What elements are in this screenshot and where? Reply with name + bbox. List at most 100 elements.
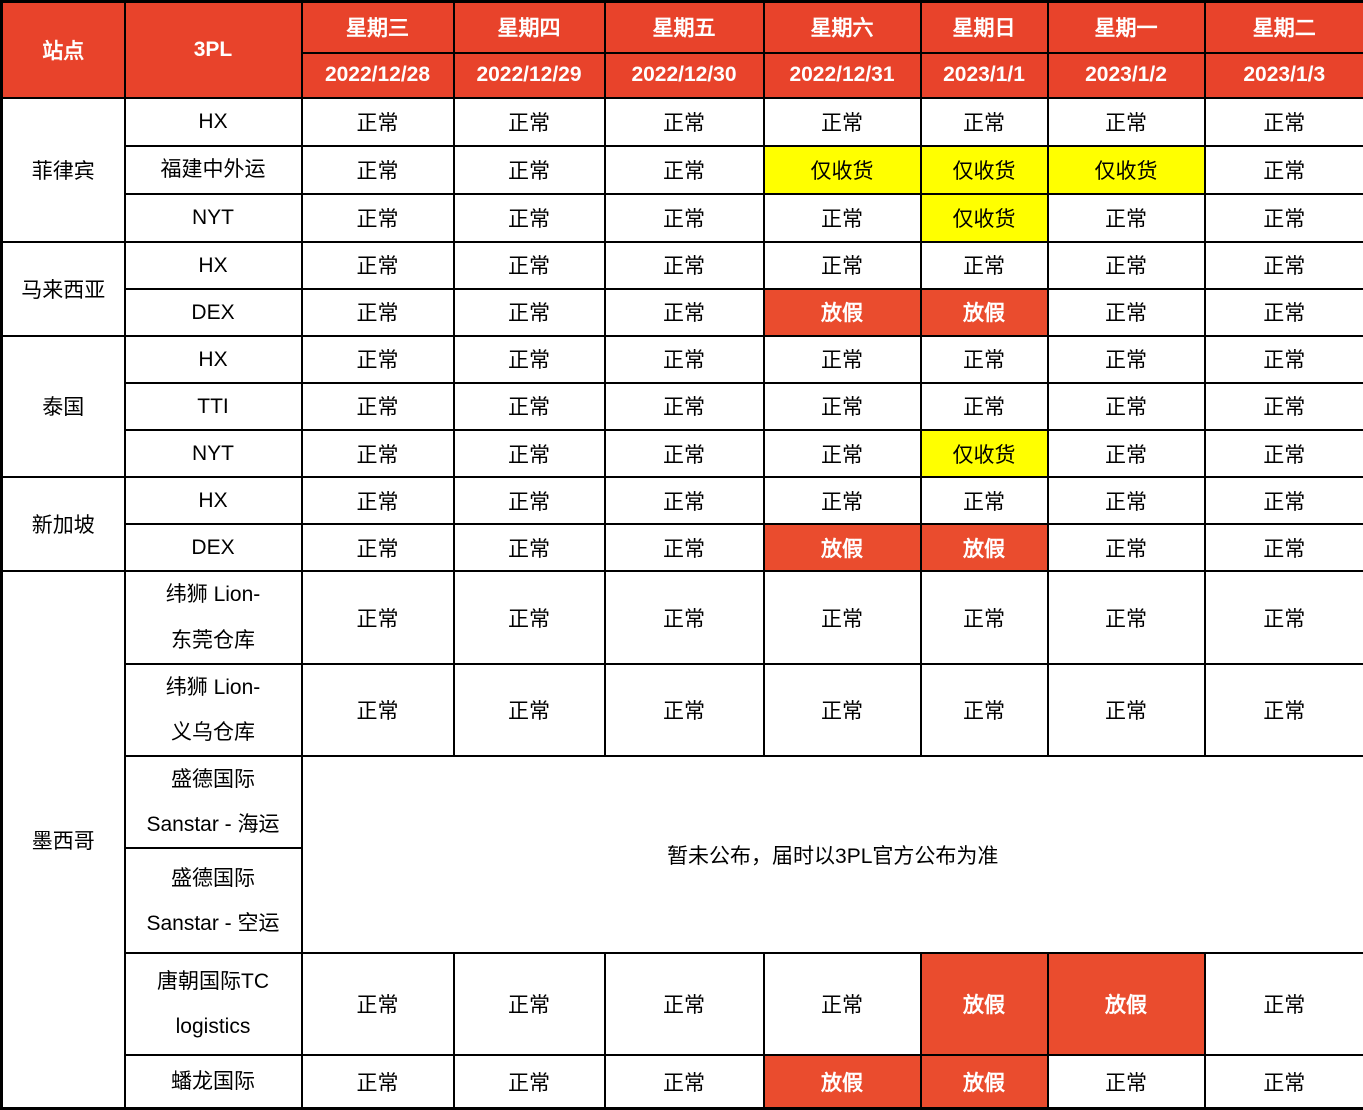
status-cell: 正常 — [605, 953, 764, 1055]
status-cell: 正常 — [1205, 242, 1363, 289]
status-cell: 正常 — [605, 383, 764, 430]
status-cell: 正常 — [454, 477, 605, 524]
tpl-cell: DEX — [125, 289, 302, 336]
header-date: 2023/1/3 — [1205, 53, 1363, 98]
status-cell: 正常 — [454, 146, 605, 194]
status-cell: 正常 — [921, 571, 1048, 663]
status-cell: 仅收货 — [1048, 146, 1205, 194]
status-cell: 正常 — [454, 953, 605, 1055]
status-cell: 正常 — [605, 194, 764, 242]
status-cell: 正常 — [1048, 477, 1205, 524]
status-cell: 正常 — [302, 242, 454, 289]
status-cell: 正常 — [1205, 336, 1363, 383]
status-cell: 正常 — [1205, 430, 1363, 477]
header-weekday: 星期六 — [764, 2, 921, 53]
status-cell: 正常 — [454, 194, 605, 242]
status-cell: 正常 — [302, 98, 454, 146]
table-row: 福建中外运正常正常正常仅收货仅收货仅收货正常 — [2, 146, 1363, 194]
site-cell: 泰国 — [2, 336, 125, 477]
header-weekday: 星期三 — [302, 2, 454, 53]
status-cell: 放假 — [921, 1055, 1048, 1108]
status-cell: 正常 — [1048, 289, 1205, 336]
status-cell: 正常 — [1048, 1055, 1205, 1108]
header-3pl: 3PL — [125, 2, 302, 98]
status-cell: 仅收货 — [921, 194, 1048, 242]
status-cell: 正常 — [1205, 571, 1363, 663]
status-cell: 正常 — [454, 571, 605, 663]
site-cell: 菲律宾 — [2, 98, 125, 242]
status-cell: 正常 — [1048, 524, 1205, 571]
status-cell: 正常 — [764, 383, 921, 430]
header-weekday: 星期一 — [1048, 2, 1205, 53]
tpl-cell: 纬狮 Lion- 东莞仓库 — [125, 571, 302, 663]
status-cell: 正常 — [1205, 953, 1363, 1055]
table-row: 盛德国际 Sanstar - 海运暂未公布，届时以3PL官方公布为准 — [2, 756, 1363, 848]
status-cell: 正常 — [302, 571, 454, 663]
status-cell: 仅收货 — [764, 146, 921, 194]
status-cell: 正常 — [1205, 146, 1363, 194]
status-cell: 正常 — [1205, 477, 1363, 524]
tpl-cell: 唐朝国际TC logistics — [125, 953, 302, 1055]
status-cell: 正常 — [454, 98, 605, 146]
status-cell: 仅收货 — [921, 430, 1048, 477]
status-cell: 正常 — [302, 146, 454, 194]
status-cell: 放假 — [764, 1055, 921, 1108]
status-cell: 正常 — [1205, 664, 1363, 756]
status-cell: 正常 — [764, 336, 921, 383]
tpl-cell: TTI — [125, 383, 302, 430]
status-cell: 正常 — [1048, 383, 1205, 430]
tpl-cell: 纬狮 Lion- 义乌仓库 — [125, 664, 302, 756]
status-cell: 放假 — [921, 953, 1048, 1055]
header-date: 2022/12/28 — [302, 53, 454, 98]
status-cell: 正常 — [605, 524, 764, 571]
status-cell: 正常 — [1205, 524, 1363, 571]
status-cell: 正常 — [921, 336, 1048, 383]
status-cell: 正常 — [302, 336, 454, 383]
status-cell: 正常 — [605, 146, 764, 194]
status-cell: 正常 — [302, 524, 454, 571]
status-cell: 正常 — [921, 477, 1048, 524]
status-cell: 正常 — [302, 430, 454, 477]
status-cell: 正常 — [454, 289, 605, 336]
tpl-cell: 盛德国际 Sanstar - 海运 — [125, 756, 302, 848]
status-cell: 正常 — [454, 1055, 605, 1108]
status-cell: 正常 — [454, 242, 605, 289]
status-cell: 正常 — [1048, 571, 1205, 663]
status-cell: 正常 — [605, 289, 764, 336]
tpl-cell: HX — [125, 336, 302, 383]
status-cell: 正常 — [454, 524, 605, 571]
status-cell: 正常 — [605, 242, 764, 289]
table-row: 墨西哥纬狮 Lion- 东莞仓库正常正常正常正常正常正常正常 — [2, 571, 1363, 663]
header-date: 2023/1/2 — [1048, 53, 1205, 98]
status-cell: 正常 — [454, 430, 605, 477]
status-cell: 正常 — [764, 571, 921, 663]
status-cell: 正常 — [1048, 194, 1205, 242]
status-cell: 放假 — [764, 289, 921, 336]
status-cell: 正常 — [1205, 194, 1363, 242]
notice-cell: 暂未公布，届时以3PL官方公布为准 — [302, 756, 1363, 953]
status-cell: 正常 — [302, 289, 454, 336]
site-cell: 墨西哥 — [2, 571, 125, 1108]
tpl-cell: HX — [125, 98, 302, 146]
tpl-cell: HX — [125, 477, 302, 524]
status-cell: 放假 — [921, 289, 1048, 336]
status-cell: 正常 — [605, 98, 764, 146]
tpl-cell: NYT — [125, 194, 302, 242]
status-cell: 正常 — [454, 336, 605, 383]
status-cell: 正常 — [302, 477, 454, 524]
status-cell: 正常 — [605, 477, 764, 524]
status-cell: 正常 — [764, 98, 921, 146]
status-cell: 正常 — [302, 383, 454, 430]
status-cell: 正常 — [764, 953, 921, 1055]
status-cell: 正常 — [764, 477, 921, 524]
status-cell: 正常 — [302, 1055, 454, 1108]
status-cell: 正常 — [1205, 1055, 1363, 1108]
site-cell: 新加坡 — [2, 477, 125, 571]
